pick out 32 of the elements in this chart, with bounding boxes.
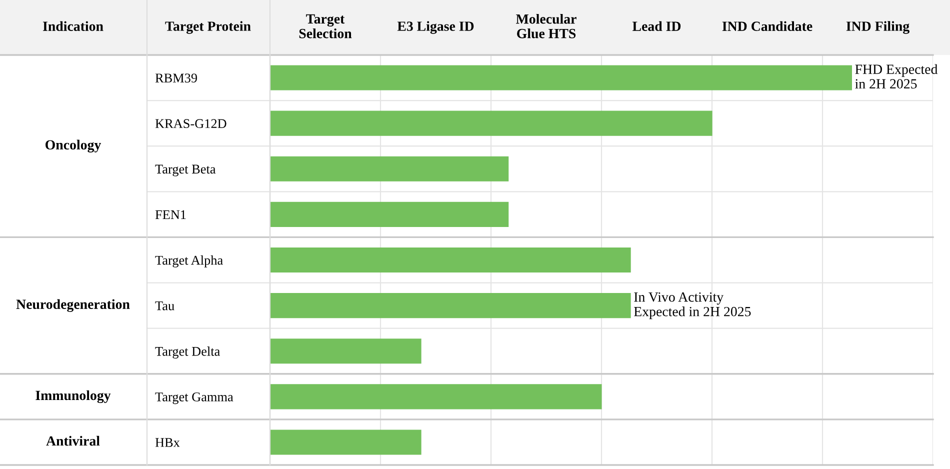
text: Lead ID [632,21,681,31]
bar [270,65,852,90]
bar [270,430,422,455]
bar [270,384,602,410]
text: Molecular Glue HTS [516,14,576,38]
text: Antiviral [46,436,100,446]
bar [270,156,509,182]
bar [270,293,631,318]
bar [270,110,712,136]
text: IND Filing [846,21,910,34]
bar [270,202,509,227]
bar [270,247,631,273]
text: E3 Ligase ID [397,21,474,34]
annotation: In Vivo Activity Expected in 2H 2025 [634,292,751,320]
text: Target Selection [299,14,352,38]
y-tick-label: FEN1 [155,210,186,220]
y-tick-label: Target Beta [155,164,216,176]
bar [270,338,422,364]
y-tick-label: Target Alpha [155,255,223,268]
annotation: FHD Expected in 2H 2025 [855,64,938,89]
y-axis-title: Target Protein [165,21,251,34]
y-tick-label: KRAS-G12D [155,119,226,128]
y-tick-label: Target Delta [155,346,220,359]
text: Oncology [46,140,102,152]
text: Neurodegeneration [16,299,130,312]
text: IND Candidate [722,21,812,31]
y-tick-label: HBx [155,438,180,447]
text: Indication [42,21,104,31]
y-tick-label: Tau [155,301,174,310]
y-tick-label: Target Gamma [155,392,234,404]
y-tick-label: RBM39 [155,74,197,82]
text: Immunology [36,390,111,404]
